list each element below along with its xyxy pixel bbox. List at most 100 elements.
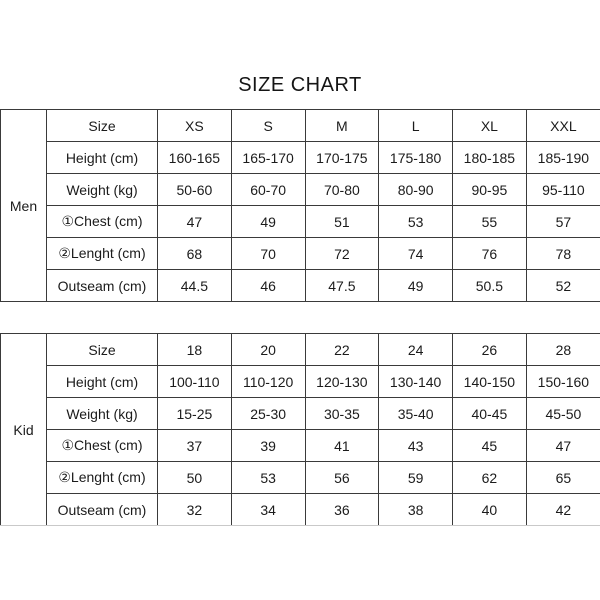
value-cell: 65	[525, 461, 600, 494]
value-cell: 56	[304, 461, 380, 494]
value-cell: 90-95	[452, 173, 527, 206]
value-cell: 70-80	[304, 173, 380, 206]
table-row: Weight (kg) 15-25 25-30 30-35 35-40 40-45 45-5…	[1, 397, 600, 430]
row-label: Height (cm)	[46, 365, 158, 398]
value-cell: 60-70	[230, 173, 306, 206]
value-cell: 74	[378, 237, 453, 270]
value-cell: 47.5	[304, 269, 380, 302]
value-cell: 95-110	[525, 173, 600, 206]
row-label: ①Chest (cm)	[46, 205, 158, 238]
value-cell: 180-185	[452, 141, 527, 174]
value-cell: 150-160	[525, 365, 600, 398]
table-row: Height (cm) 160-165 165-170 170-175 175-180 1…	[1, 141, 600, 174]
value-cell: 36	[304, 493, 380, 526]
value-cell: 55	[452, 205, 527, 238]
page-title: SIZE CHART	[238, 74, 362, 96]
value-cell: 45	[452, 429, 527, 462]
row-label: Weight (kg)	[46, 397, 158, 430]
value-cell: 44.5	[157, 269, 232, 302]
column-header: L	[378, 109, 453, 142]
value-cell: 38	[378, 493, 453, 526]
table-row: ①Chest (cm) 37 39 41 43 45 47	[1, 429, 600, 462]
value-cell: 68	[157, 237, 232, 270]
value-cell: 62	[452, 461, 527, 494]
value-cell: 76	[452, 237, 527, 270]
row-label: ②Lenght (cm)	[46, 237, 158, 270]
value-cell: 39	[230, 429, 306, 462]
value-cell: 52	[525, 269, 600, 302]
column-header: XS	[157, 109, 232, 142]
table-row: Outseam (cm) 44.5 46 47.5 49 50.5 52	[1, 269, 600, 302]
value-cell: 80-90	[378, 173, 453, 206]
value-cell: 72	[304, 237, 380, 270]
value-cell: 47	[525, 429, 600, 462]
value-cell: 25-30	[230, 397, 306, 430]
value-cell: 35-40	[378, 397, 453, 430]
value-cell: 46	[230, 269, 306, 302]
column-header: 22	[304, 333, 380, 366]
group-label-kid: Kid	[0, 333, 47, 526]
table-row: ②Lenght (cm) 68 70 72 74 76 78	[1, 237, 600, 270]
value-cell: 185-190	[525, 141, 600, 174]
table-header-row: Men Size XS S M L XL XXL	[0, 109, 600, 302]
column-header: Size	[46, 333, 158, 366]
value-cell: 170-175	[304, 141, 380, 174]
value-cell: 70	[230, 237, 306, 270]
column-header: Size	[46, 109, 158, 142]
group-label-men: Men	[0, 109, 47, 302]
table-row: ①Chest (cm) 47 49 51 53 55 57	[1, 205, 600, 238]
column-header: 24	[378, 333, 453, 366]
column-header: 26	[452, 333, 527, 366]
column-header: 20	[230, 333, 306, 366]
value-cell: 50.5	[452, 269, 527, 302]
kid-size-table: Kid Size 18 20 22 24 26 28 Height (cm) 100-110 110…	[0, 333, 600, 526]
value-cell: 140-150	[452, 365, 527, 398]
value-cell: 59	[378, 461, 453, 494]
value-cell: 50-60	[157, 173, 232, 206]
column-header: 28	[525, 333, 600, 366]
table-row: Height (cm) 100-110 110-120 120-130 130-140 1…	[1, 365, 600, 398]
value-cell: 175-180	[378, 141, 453, 174]
value-cell: 50	[157, 461, 232, 494]
column-header: XXL	[525, 109, 600, 142]
column-header: 18	[157, 333, 232, 366]
value-cell: 34	[230, 493, 306, 526]
value-cell: 37	[157, 429, 232, 462]
value-cell: 49	[230, 205, 306, 238]
value-cell: 53	[230, 461, 306, 494]
value-cell: 47	[157, 205, 232, 238]
row-label: ②Lenght (cm)	[46, 461, 158, 494]
row-label: Weight (kg)	[46, 173, 158, 206]
column-header: M	[304, 109, 380, 142]
value-cell: 57	[525, 205, 600, 238]
row-label: Height (cm)	[46, 141, 158, 174]
value-cell: 49	[378, 269, 453, 302]
value-cell: 40	[452, 493, 527, 526]
value-cell: 110-120	[230, 365, 306, 398]
value-cell: 130-140	[378, 365, 453, 398]
value-cell: 53	[378, 205, 453, 238]
value-cell: 165-170	[230, 141, 306, 174]
value-cell: 78	[525, 237, 600, 270]
value-cell: 30-35	[304, 397, 380, 430]
value-cell: 32	[157, 493, 232, 526]
value-cell: 15-25	[157, 397, 232, 430]
value-cell: 40-45	[452, 397, 527, 430]
row-label: Outseam (cm)	[46, 493, 158, 526]
row-label: Outseam (cm)	[46, 269, 158, 302]
table-row: Outseam (cm) 32 34 36 38 40 42	[1, 493, 600, 526]
column-header: XL	[452, 109, 527, 142]
table-row: Weight (kg) 50-60 60-70 70-80 80-90 90-95 95-1…	[1, 173, 600, 206]
table-row: ②Lenght (cm) 50 53 56 59 62 65	[1, 461, 600, 494]
value-cell: 160-165	[157, 141, 232, 174]
value-cell: 51	[304, 205, 380, 238]
table-header-row: Kid Size 18 20 22 24 26 28	[0, 333, 600, 526]
value-cell: 41	[304, 429, 380, 462]
value-cell: 100-110	[157, 365, 232, 398]
column-header: S	[230, 109, 306, 142]
value-cell: 45-50	[525, 397, 600, 430]
value-cell: 43	[378, 429, 453, 462]
men-size-table: Men Size XS S M L XL XXL Height (cm) 160-165 165-1…	[0, 109, 600, 302]
row-label: ①Chest (cm)	[46, 429, 158, 462]
